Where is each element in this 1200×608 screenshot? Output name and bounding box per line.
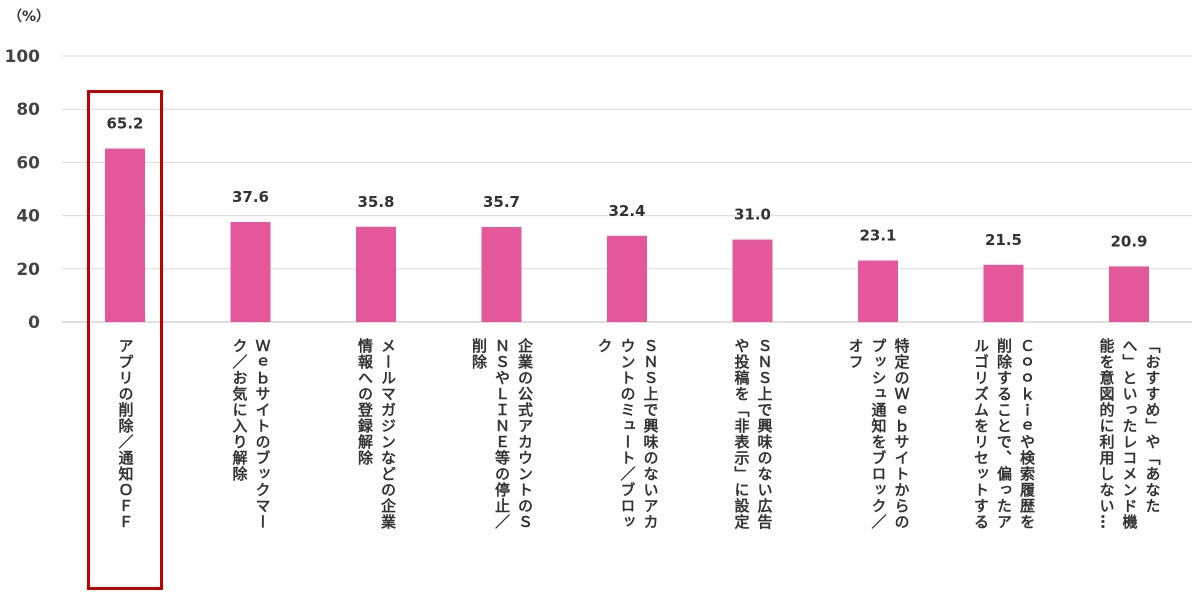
value-label: 37.6 <box>232 188 269 206</box>
value-label: 31.0 <box>734 206 771 224</box>
bar <box>105 148 145 322</box>
value-label: 23.1 <box>859 227 896 245</box>
bar <box>356 226 396 322</box>
value-labels: 65.2 37.6 35.8 35.7 32.4 31.0 23.1 21.5 20.9 <box>106 115 1147 251</box>
category-label: ＳＮＳ上で興味のないアカ ウントのミュート／ブロッ ク <box>595 338 660 530</box>
category-label: 企業の公式アカウントのＳ ＮＳやＬＩＮＥ等の停止／ 削除 <box>470 338 534 530</box>
unit-label: （%） <box>8 9 51 25</box>
y-tick-label: 80 <box>16 100 40 120</box>
category-label: 「おすすめ」や「あなた へ」といったレコメンド機 能を意図的に利用しない… <box>1097 338 1162 530</box>
value-label: 20.9 <box>1110 232 1147 250</box>
bar <box>983 264 1024 322</box>
y-tick-label: 20 <box>16 260 40 280</box>
category-label: アプリの削除／通知ＯＦＦ <box>116 338 135 530</box>
y-tick-label: 60 <box>16 153 40 173</box>
bar <box>1109 266 1149 322</box>
value-label: 21.5 <box>985 231 1022 249</box>
y-tick-label: 0 <box>28 313 40 333</box>
bar <box>230 221 271 322</box>
category-label: ＳＮＳ上で興味のない広告 や投稿を「非表示」に設定 <box>732 338 774 530</box>
value-label: 35.8 <box>357 193 394 211</box>
bar <box>732 239 773 322</box>
category-label: 特定のＷｅｂサイトからの プッシュ通知をブロック／ オフ <box>846 338 911 530</box>
y-tick-label: 100 <box>5 47 41 67</box>
y-tick-label: 40 <box>16 207 40 227</box>
highlight-box <box>87 90 163 590</box>
bar <box>607 235 647 322</box>
value-label: 32.4 <box>608 202 645 220</box>
value-label: 65.2 <box>106 115 143 133</box>
y-axis-tick-labels: 0 20 40 60 80 100 <box>5 47 41 333</box>
category-label: メールマガジンなどの企業 情報への登録解除 <box>356 338 397 530</box>
bar <box>481 227 522 322</box>
category-label: Ｃｏｏｋｉｅや検索履歴を 削除することで、偏ったア ルゴリズムをリセットする <box>972 338 1036 530</box>
category-label: Ｗｅｂサイトのブックマー ク／お気に入り解除 <box>230 338 272 530</box>
bar <box>858 260 898 322</box>
value-label: 35.7 <box>483 193 520 211</box>
bars <box>105 148 1149 322</box>
